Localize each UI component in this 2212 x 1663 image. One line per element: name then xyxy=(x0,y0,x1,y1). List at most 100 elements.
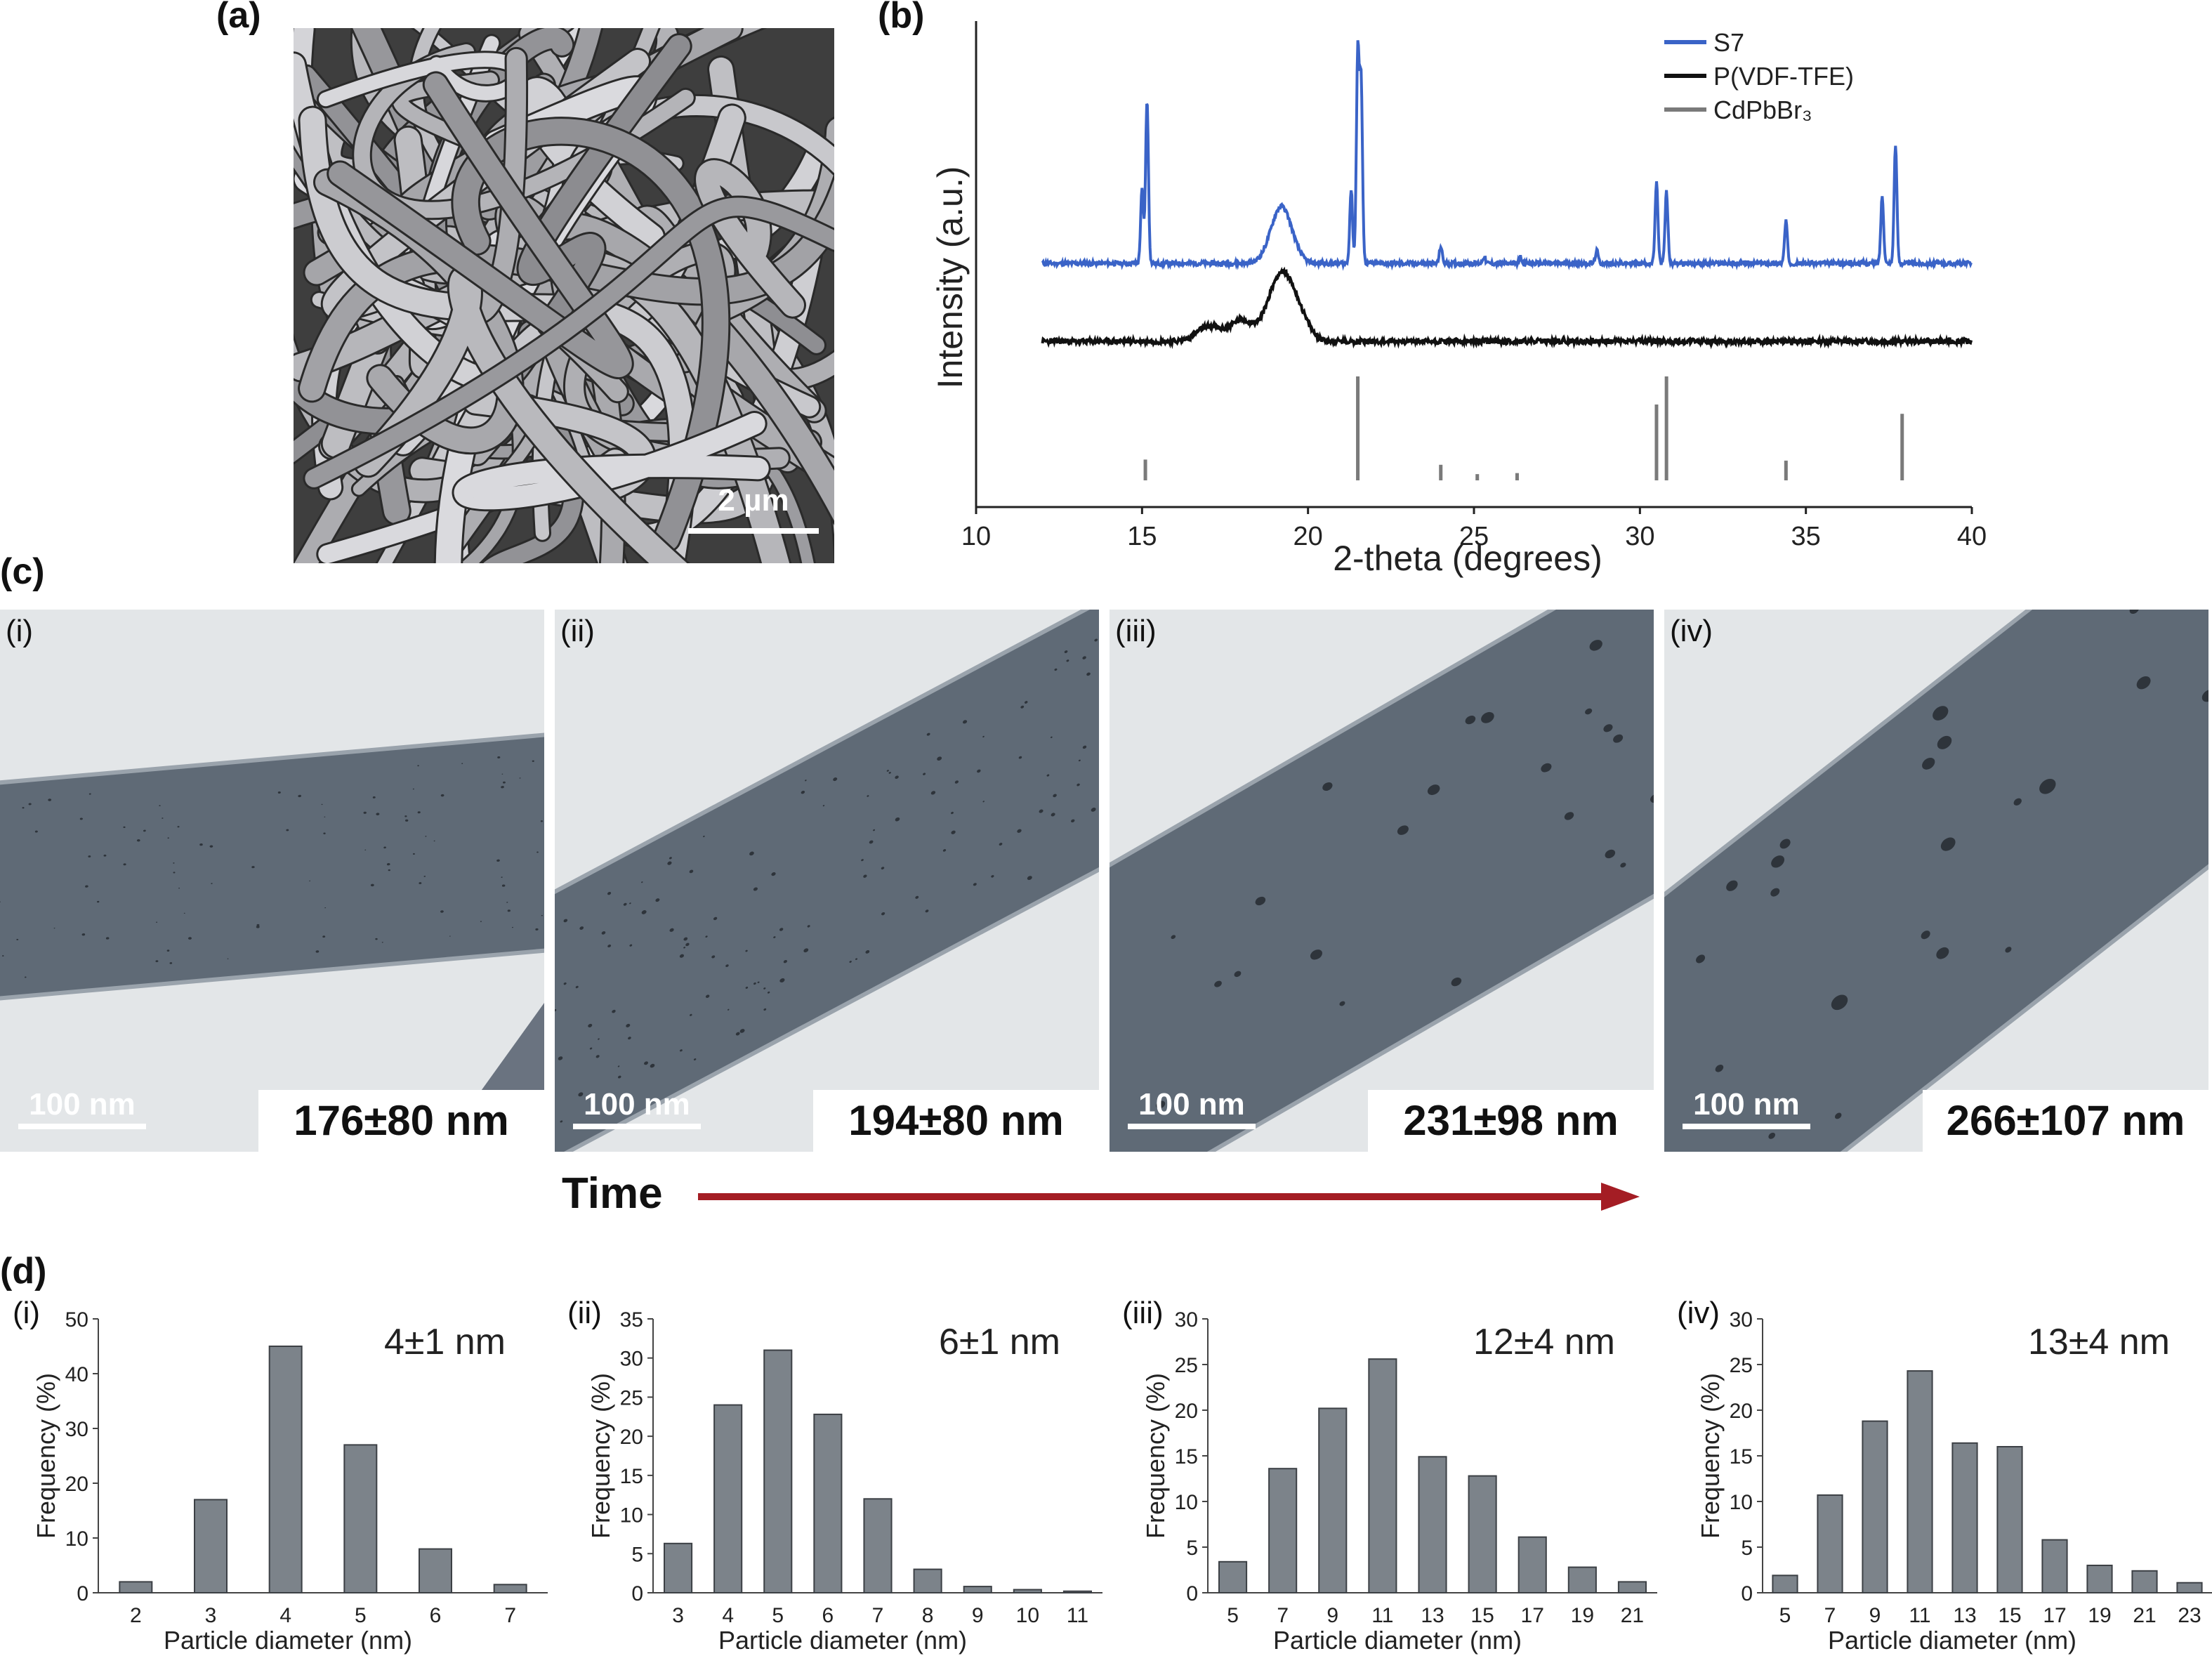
nanoparticle xyxy=(991,875,994,878)
hist-x-tick-label: 17 xyxy=(1521,1604,1544,1627)
nanoparticle xyxy=(24,976,27,978)
tem-scalebar-label: 100 nm xyxy=(29,1087,136,1122)
nanoparticle xyxy=(783,959,787,964)
hist-y-tick-label: 30 xyxy=(1175,1308,1198,1332)
nanoparticle xyxy=(779,978,785,982)
nanoparticle xyxy=(251,866,255,869)
hist-y-tick-label: 20 xyxy=(1175,1400,1198,1423)
hist-x-tick-label: 7 xyxy=(1824,1604,1836,1627)
panel-label-a: (a) xyxy=(216,0,261,36)
nanoparticle xyxy=(650,1063,655,1068)
nanoparticle xyxy=(598,1038,600,1040)
hist-x-tick-label: 7 xyxy=(1277,1604,1289,1627)
nanoparticle xyxy=(1921,931,1930,940)
nanoparticle xyxy=(1064,650,1068,653)
nanoparticle xyxy=(322,935,326,938)
nanoparticle xyxy=(404,815,407,817)
nanoparticle xyxy=(519,777,521,779)
hist-x-tick-label: 13 xyxy=(1421,1604,1444,1627)
nanoparticle xyxy=(1834,1112,1842,1119)
nanoparticle xyxy=(1768,1132,1776,1139)
nanoparticle xyxy=(85,885,88,888)
hist-x-tick-label: 5 xyxy=(772,1604,784,1627)
nanoparticle xyxy=(703,835,705,838)
xrd-series xyxy=(1041,40,1973,480)
hist-y-tick-label: 5 xyxy=(1186,1537,1198,1560)
fiber-body xyxy=(1664,610,2208,1152)
nanoparticle xyxy=(930,791,936,795)
hist-x-tick-label: 21 xyxy=(2133,1604,2156,1627)
nanoparticle xyxy=(822,805,825,807)
nanoparticle xyxy=(1696,954,1706,964)
hist-x-tick-label: 4 xyxy=(279,1604,291,1627)
hist-y-tick-label: 30 xyxy=(620,1348,643,1371)
nanoparticle xyxy=(579,926,584,930)
hist-bar xyxy=(343,1444,378,1593)
nanoparticle xyxy=(136,839,140,842)
hist-panel-label: (iv) xyxy=(1677,1296,1720,1330)
fiber-body xyxy=(555,610,1099,1152)
nanoparticle xyxy=(641,910,647,914)
nanoparticle xyxy=(1024,701,1028,704)
nanoparticle xyxy=(532,760,534,762)
hist-bar xyxy=(1996,1446,2023,1593)
hist-y-tick-label: 15 xyxy=(1730,1445,1753,1468)
nanoparticle xyxy=(433,840,435,842)
time-arrow-head xyxy=(1601,1183,1640,1211)
hist-x-tick-label: 9 xyxy=(1326,1604,1338,1627)
hist-bar xyxy=(813,1413,843,1593)
nanoparticle xyxy=(1541,763,1552,773)
hist-bar xyxy=(119,1581,153,1593)
sem-scalebar-line xyxy=(688,528,819,534)
nanoparticle xyxy=(1771,855,1785,868)
nanoparticle xyxy=(607,944,612,948)
hist-x-tick-label: 3 xyxy=(672,1604,684,1627)
hist-x-tick-label: 4 xyxy=(722,1604,734,1627)
hist-bar xyxy=(1218,1560,1248,1593)
nanoparticle xyxy=(187,937,192,940)
nanoparticle xyxy=(888,772,891,774)
hist-annotation: 6±1 nm xyxy=(939,1322,1060,1362)
tem-image: (iii) 100 nm 231±98 nm xyxy=(1110,610,1654,1152)
xrd-x-tick-label: 40 xyxy=(1957,522,1987,551)
nanoparticle xyxy=(745,987,749,989)
nanoparticle xyxy=(763,1008,767,1011)
nanoparticle xyxy=(1613,734,1624,743)
nanoparticle xyxy=(256,926,260,928)
nanoparticle xyxy=(753,887,758,891)
hist-y-tick-label: 20 xyxy=(620,1426,643,1449)
fiber-body xyxy=(0,712,544,1021)
nanoparticle xyxy=(1082,656,1086,659)
nanoparticle xyxy=(895,775,899,779)
hist-bar xyxy=(1062,1590,1093,1593)
nanoparticle xyxy=(511,926,513,928)
nanoparticle xyxy=(739,1029,745,1033)
histogram-chart: 0 5 10 15 20 25 30 5 7 9 11 13 15 17 19 21 23 Particle di… xyxy=(1677,1296,2212,1655)
tem-image: (iv) 100 nm 266±107 nm xyxy=(1664,610,2208,1152)
nanoparticle xyxy=(412,853,415,855)
tem-panel-label: (iv) xyxy=(1670,614,1713,648)
nanoparticle xyxy=(412,788,414,790)
hist-y-tick-label: 20 xyxy=(1730,1400,1753,1423)
nanoparticle xyxy=(925,909,929,913)
nanoparticle xyxy=(626,1023,631,1027)
hist-bar xyxy=(1368,1358,1397,1593)
hist-x-tick-label: 5 xyxy=(355,1604,367,1627)
hist-x-axis-label: Particle diameter (nm) xyxy=(1828,1626,2076,1655)
nanoparticle xyxy=(705,994,710,998)
nanoparticle xyxy=(753,982,756,985)
nanoparticle xyxy=(2,955,4,957)
nanoparticle xyxy=(2136,676,2151,690)
nanoparticle xyxy=(496,859,500,862)
nanoparticle xyxy=(162,817,164,819)
nanoparticle xyxy=(173,872,176,874)
nanoparticle xyxy=(375,938,378,940)
nanoparticle xyxy=(563,919,568,923)
nanoparticle xyxy=(735,1032,740,1036)
nanoparticle xyxy=(771,872,776,876)
nanoparticle xyxy=(951,830,956,834)
nanoparticle xyxy=(506,902,508,903)
nanoparticle xyxy=(685,942,690,947)
nanoparticle xyxy=(617,1065,620,1067)
nanoparticle xyxy=(923,773,926,775)
